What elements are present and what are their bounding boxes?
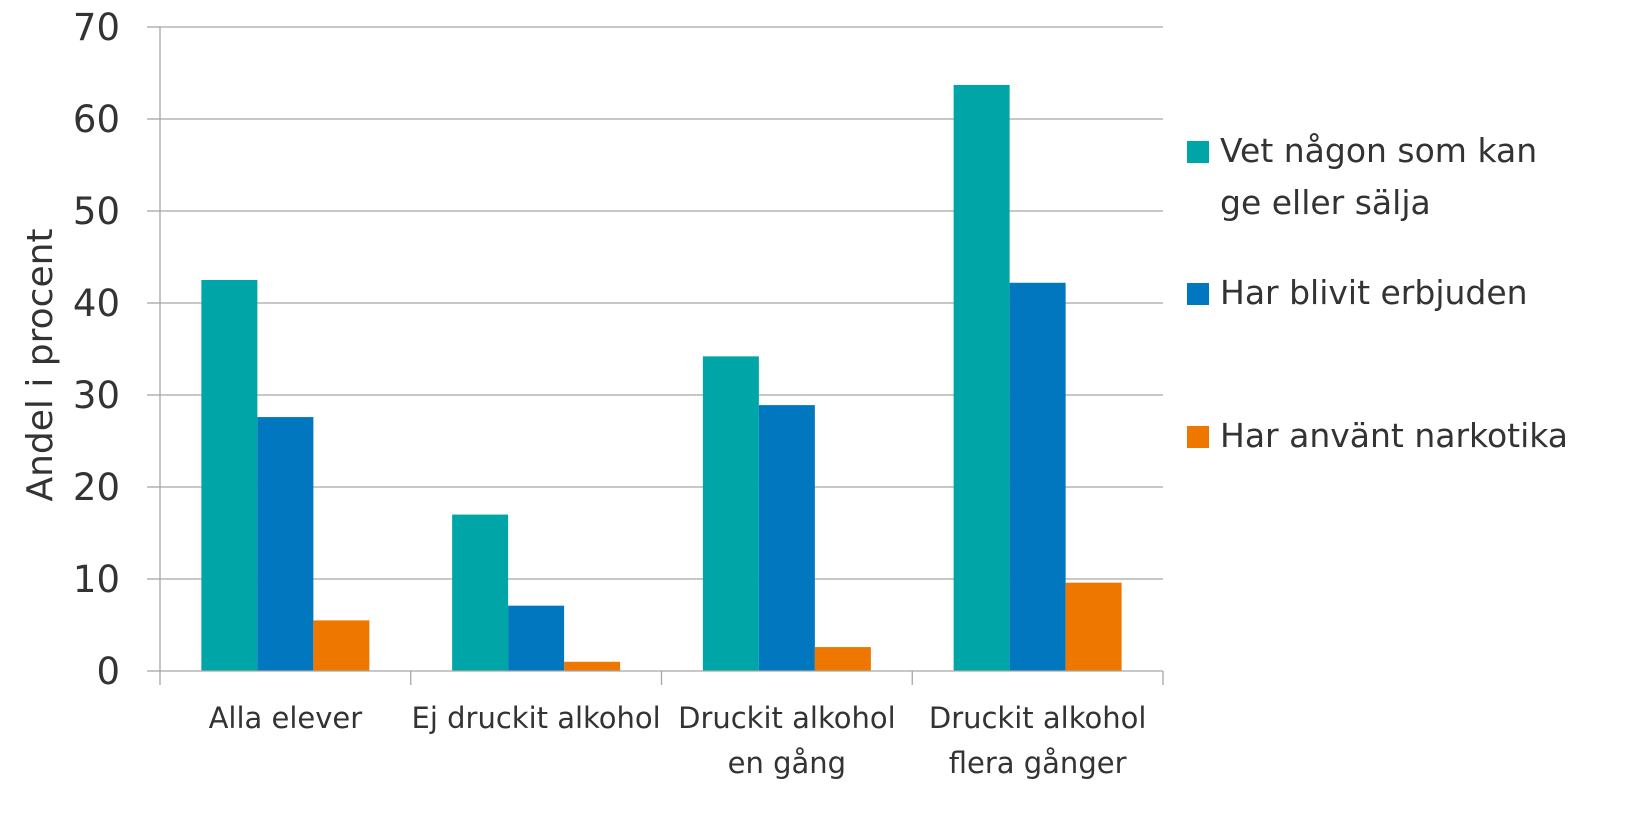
legend-swatch bbox=[1187, 426, 1209, 448]
bars bbox=[201, 84, 1122, 671]
bar-1-4 bbox=[953, 84, 1010, 671]
bar-2-2 bbox=[508, 605, 565, 671]
y-tick-label: 0 bbox=[96, 650, 120, 693]
legend-swatch bbox=[1187, 283, 1209, 305]
axes bbox=[159, 27, 1164, 685]
legend-label: Har använt narkotika bbox=[1220, 416, 1568, 455]
bar-3-3 bbox=[814, 647, 871, 671]
bar-2-4 bbox=[1009, 282, 1066, 671]
y-tick-label: 50 bbox=[73, 190, 120, 233]
bar-3-1 bbox=[313, 620, 370, 671]
legend-label: Har blivit erbjuden bbox=[1220, 273, 1528, 312]
x-category-labels: Alla elever Ej druckit alkohol Druckit alk… bbox=[209, 701, 1147, 780]
y-tick-label: 40 bbox=[73, 282, 120, 325]
y-tick-label: 30 bbox=[73, 374, 120, 417]
y-tick-label: 20 bbox=[73, 466, 120, 509]
x-category-label: Alla elever bbox=[209, 701, 363, 735]
y-tick-label: 60 bbox=[73, 98, 120, 141]
y-tick-labels: 0 10 20 30 40 50 60 70 bbox=[73, 6, 120, 693]
bar-1-1 bbox=[201, 280, 258, 671]
x-category-label: Druckit alkohol flera gånger bbox=[929, 701, 1147, 780]
legend-swatch bbox=[1187, 141, 1209, 163]
legend-label: Vet någon som kan ge eller sälja bbox=[1220, 131, 1537, 222]
y-axis-label: Andel i procent bbox=[20, 228, 61, 501]
bar-2-1 bbox=[257, 417, 314, 671]
x-category-label: Ej druckit alkohol bbox=[412, 701, 661, 735]
y-tick-label: 70 bbox=[73, 6, 120, 49]
y-tick-label: 10 bbox=[73, 558, 120, 601]
bar-3-4 bbox=[1065, 582, 1122, 671]
legend: Vet någon som kan ge eller sälja Har blivi… bbox=[1187, 131, 1568, 455]
bar-1-2 bbox=[452, 514, 509, 671]
bar-3-2 bbox=[564, 661, 621, 671]
bar-1-3 bbox=[702, 356, 759, 671]
bar-2-3 bbox=[758, 405, 815, 671]
x-category-label: Druckit alkohol en gång bbox=[678, 701, 896, 780]
